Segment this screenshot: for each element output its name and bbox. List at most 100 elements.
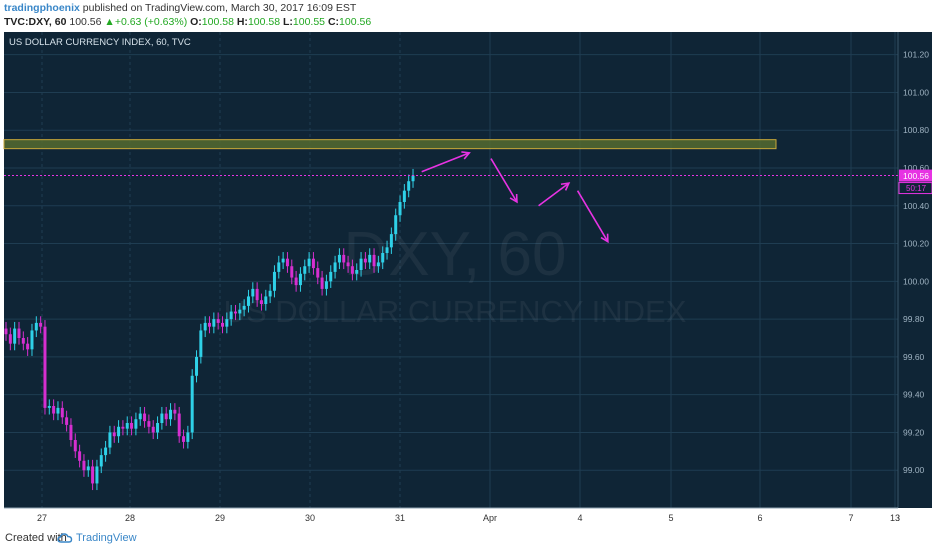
- x-tick-label: 6: [757, 513, 762, 523]
- x-tick-label: 13: [890, 513, 900, 523]
- candle-body: [60, 407, 64, 418]
- candle-body: [238, 309, 242, 314]
- candle-body: [108, 432, 112, 448]
- candle-body: [251, 288, 255, 297]
- created-with-label: Created with: [5, 532, 67, 544]
- candle-body: [39, 322, 43, 327]
- y-tick-label: 100.00: [903, 276, 929, 286]
- candle-body: [134, 419, 138, 429]
- candle-body: [99, 455, 103, 467]
- close-value: 100.56: [339, 16, 372, 28]
- watermark-symbol: DXY, 60: [344, 220, 567, 289]
- candle-body: [169, 409, 173, 420]
- price-chart[interactable]: 99.00 99.20 99.40 99.60 99.80 100.00 100.20 100…: [0, 30, 932, 528]
- x-tick-label: 31: [395, 513, 405, 523]
- candle-body: [242, 305, 246, 310]
- candle-body: [363, 258, 367, 263]
- footer: Created with TradingView: [0, 528, 932, 550]
- time-axis-background: [4, 508, 898, 528]
- candle-body: [290, 266, 294, 278]
- candle-body: [376, 262, 380, 267]
- candle-body: [177, 413, 181, 437]
- candle-body: [95, 466, 99, 484]
- arrow-head: [560, 182, 571, 191]
- candle-body: [268, 290, 272, 297]
- high-label: H:: [236, 16, 248, 28]
- candle-body: [17, 328, 21, 338]
- candle-body: [56, 407, 60, 414]
- candle-body: [156, 423, 160, 433]
- candle-body: [221, 322, 224, 327]
- candle-body: [311, 258, 315, 269]
- countdown-label: 50:17: [906, 184, 927, 193]
- candle-body: [182, 436, 186, 442]
- open-value: 100.58: [201, 16, 234, 28]
- candle-body: [303, 266, 307, 274]
- candle-body: [225, 319, 229, 327]
- candle-body: [233, 311, 237, 314]
- candle-body: [138, 413, 142, 420]
- candle-body: [121, 426, 125, 429]
- author-link[interactable]: tradingphoenix: [4, 2, 80, 14]
- candle-body: [298, 273, 302, 286]
- open-label: O:: [190, 16, 202, 28]
- candle-body: [229, 311, 233, 320]
- low-value: 100.55: [292, 16, 326, 28]
- y-tick-label: 100.40: [903, 201, 929, 211]
- candle-body: [34, 322, 38, 331]
- x-tick-label: 27: [37, 513, 47, 523]
- publish-info: published on TradingView.com, March 30, …: [82, 2, 357, 14]
- arrow-head: [461, 151, 471, 160]
- up-triangle-icon: ▲: [104, 16, 115, 28]
- candle-body: [398, 202, 402, 216]
- candle-body: [13, 328, 17, 344]
- candle-body: [160, 413, 164, 423]
- candle-body: [337, 254, 341, 263]
- resistance-zone: [3, 139, 777, 150]
- candle-body: [82, 460, 86, 471]
- candle-body: [394, 215, 398, 235]
- candle-body: [21, 338, 25, 344]
- candle-body: [112, 432, 116, 437]
- candle-body: [368, 254, 372, 263]
- candle-body: [385, 247, 389, 253]
- countdown-box: [898, 182, 932, 195]
- projection-arrow: [421, 152, 470, 173]
- candle-body: [91, 466, 95, 484]
- candle-body: [186, 432, 190, 442]
- watermark-name: US DOLLAR CURRENCY INDEX: [224, 294, 687, 329]
- projection-arrow: [538, 182, 570, 207]
- candle-body: [350, 266, 354, 274]
- projection-arrow: [490, 158, 518, 203]
- candle-body: [285, 258, 289, 267]
- high-value: 100.58: [247, 16, 281, 28]
- low-label: L:: [282, 16, 293, 28]
- y-tick-label: 99.40: [903, 390, 925, 400]
- x-tick-label: 28: [125, 513, 135, 523]
- candle-body: [281, 258, 285, 263]
- symbol-label[interactable]: TVC:DXY, 60: [4, 16, 67, 28]
- tradingview-brand[interactable]: TradingView: [76, 532, 137, 544]
- price-axis-background: [898, 32, 932, 508]
- y-tick-label: 100.60: [903, 163, 929, 173]
- y-tick-label: 100.20: [903, 239, 929, 249]
- candle-body: [320, 277, 324, 289]
- candle-body: [143, 413, 147, 422]
- x-tick-label: 5: [668, 513, 673, 523]
- ohlc-line: TVC:DXY, 60 100.56 ▲+0.63 (+0.63%) O:100…: [4, 16, 371, 28]
- chart-area[interactable]: 99.00 99.20 99.40 99.60 99.80 100.00 100.20 100…: [0, 30, 932, 528]
- candle-body: [65, 417, 69, 425]
- arrow-head: [600, 233, 609, 244]
- candle-body: [43, 326, 47, 408]
- candle-body: [372, 254, 376, 267]
- tradingview-cloud-icon: [57, 533, 73, 543]
- candle-body: [342, 254, 346, 263]
- candle-body: [212, 319, 216, 327]
- chart-header: tradingphoenix published on TradingView.…: [0, 0, 932, 30]
- candle-body: [86, 466, 90, 471]
- candle-body: [316, 268, 320, 278]
- y-tick-label: 101.20: [903, 50, 929, 60]
- candle-body: [277, 262, 281, 272]
- candle-body: [69, 424, 73, 440]
- y-tick-label: 99.80: [903, 314, 925, 324]
